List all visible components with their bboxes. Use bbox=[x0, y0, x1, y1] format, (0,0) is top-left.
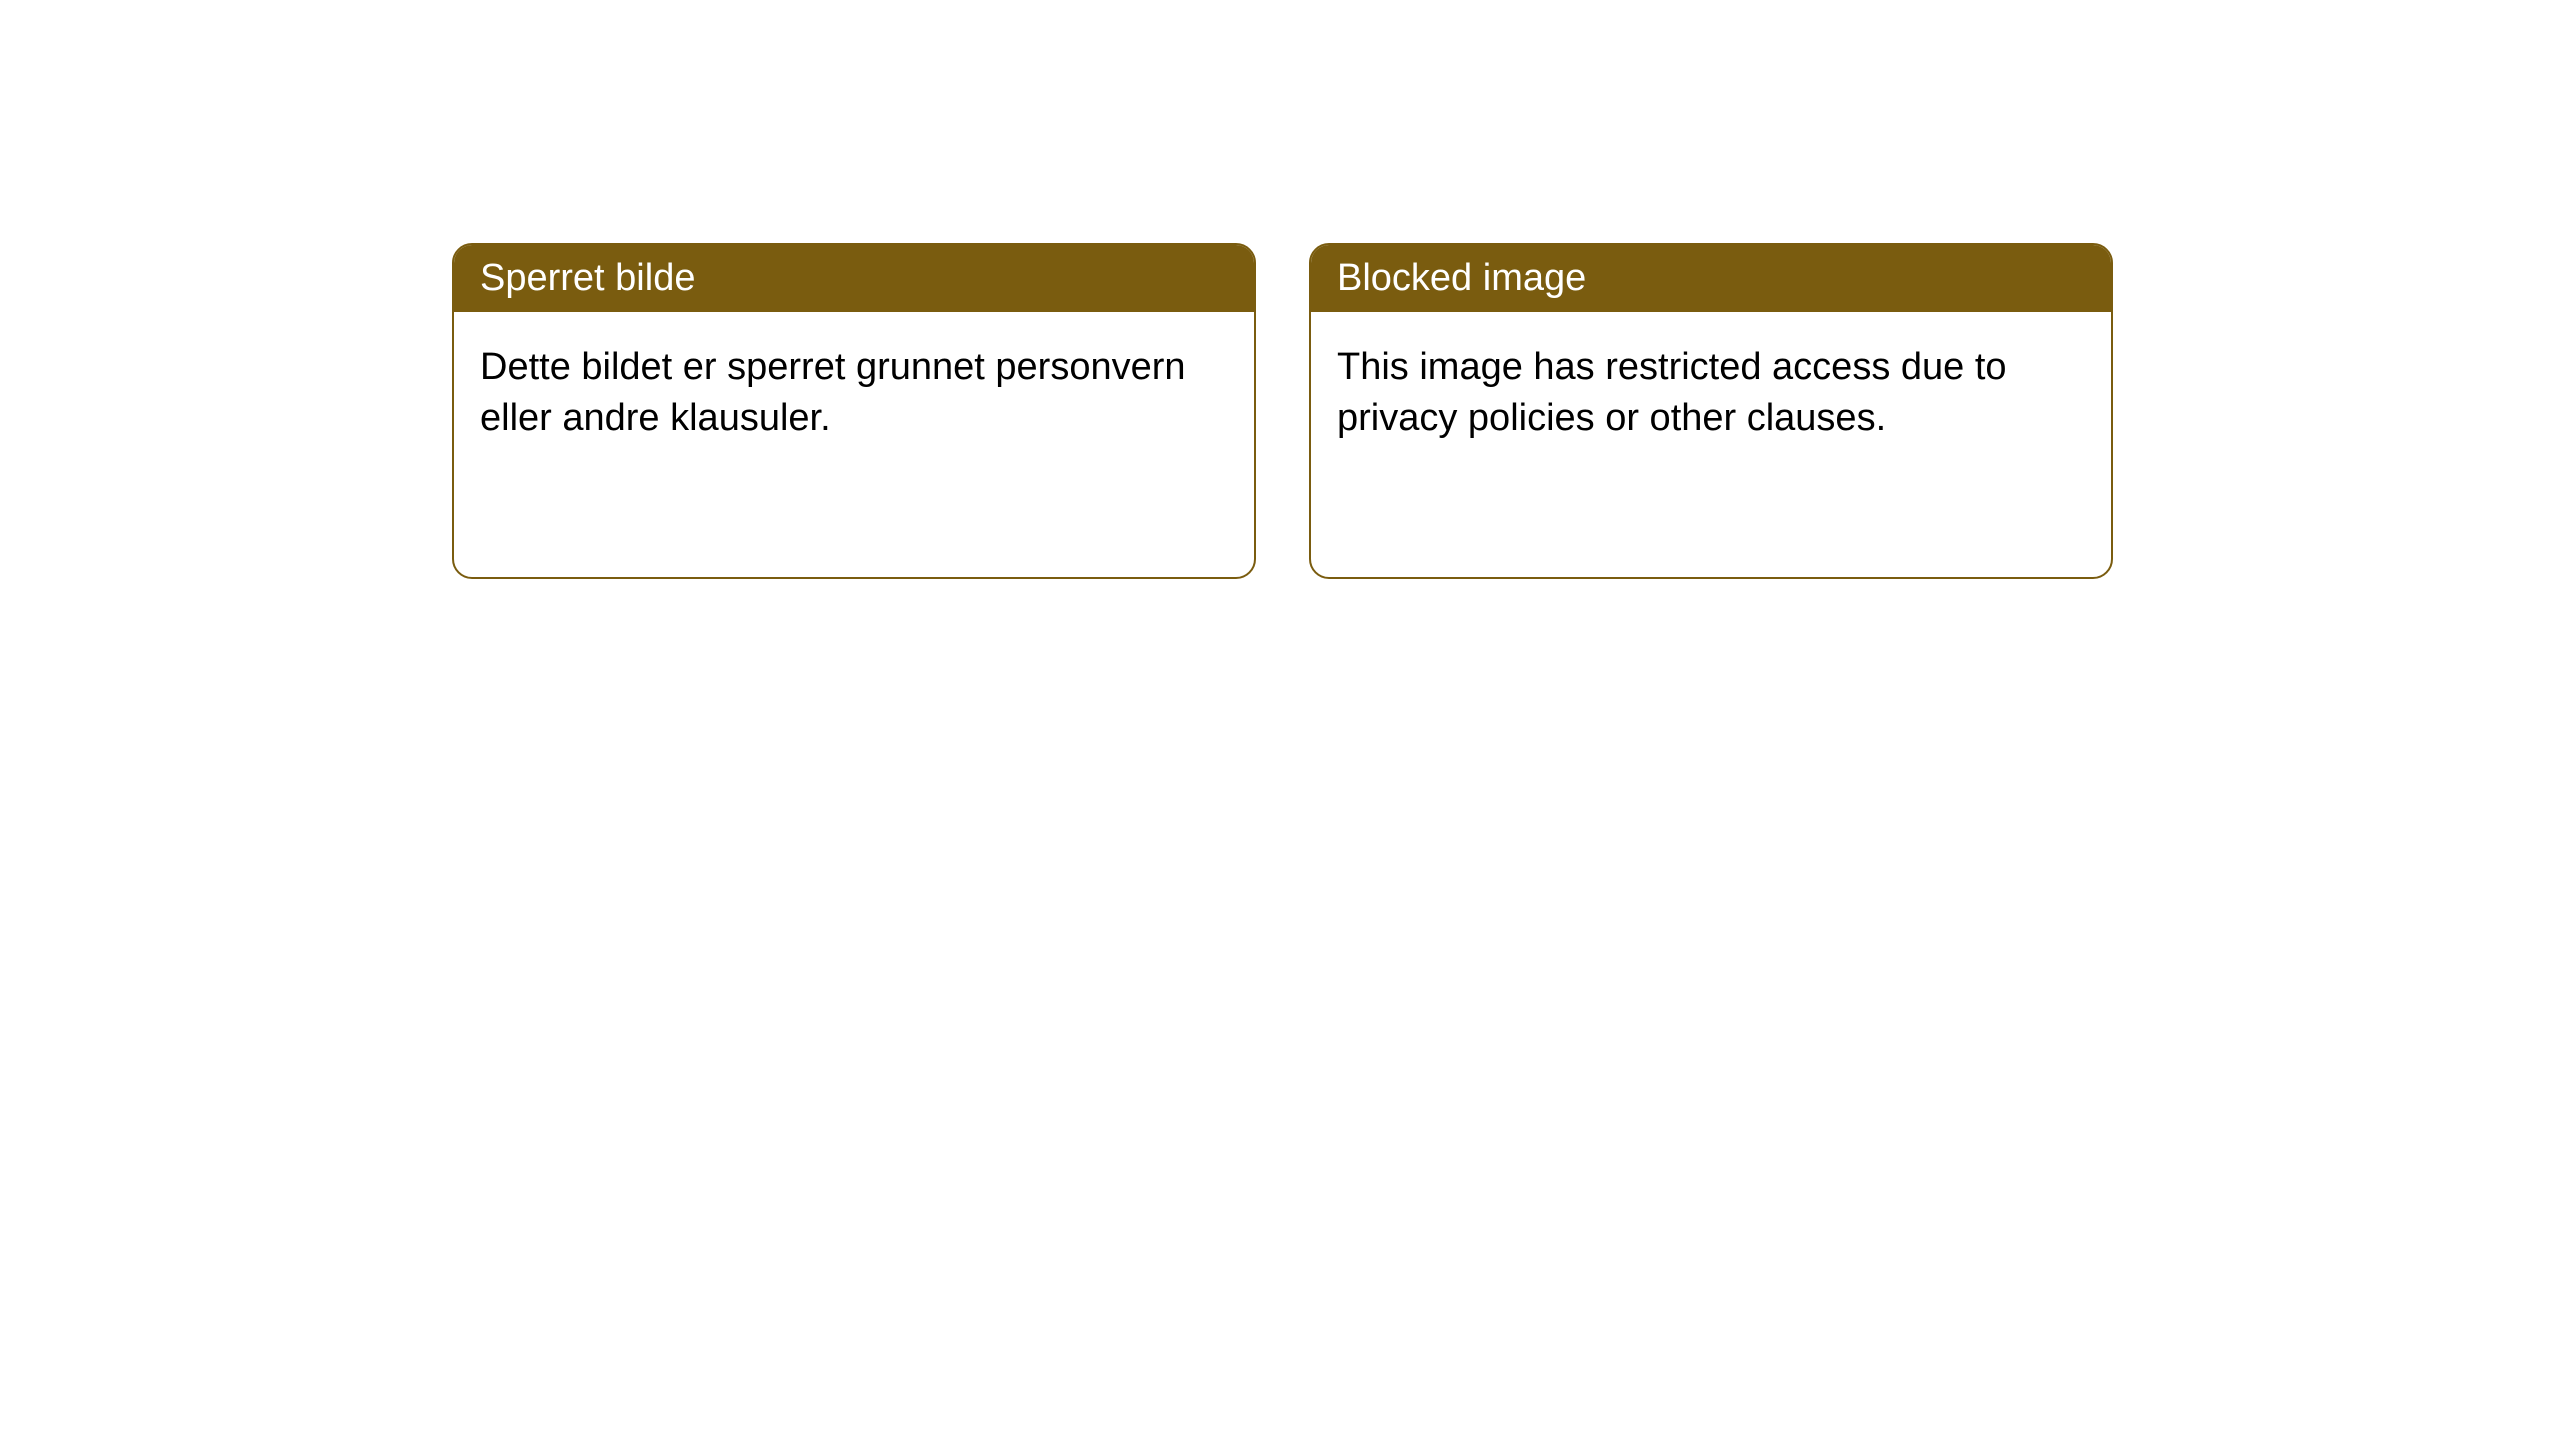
card-header: Sperret bilde bbox=[454, 245, 1254, 312]
card-body: Dette bildet er sperret grunnet personve… bbox=[454, 312, 1254, 475]
notice-container: Sperret bilde Dette bildet er sperret gr… bbox=[452, 243, 2113, 579]
card-title: Blocked image bbox=[1337, 257, 1586, 299]
card-body: This image has restricted access due to … bbox=[1311, 312, 2111, 475]
notice-card-norwegian: Sperret bilde Dette bildet er sperret gr… bbox=[452, 243, 1256, 579]
card-title: Sperret bilde bbox=[480, 257, 695, 299]
card-header: Blocked image bbox=[1311, 245, 2111, 312]
notice-card-english: Blocked image This image has restricted … bbox=[1309, 243, 2113, 579]
card-body-text: This image has restricted access due to … bbox=[1337, 346, 2007, 439]
card-body-text: Dette bildet er sperret grunnet personve… bbox=[480, 346, 1186, 439]
